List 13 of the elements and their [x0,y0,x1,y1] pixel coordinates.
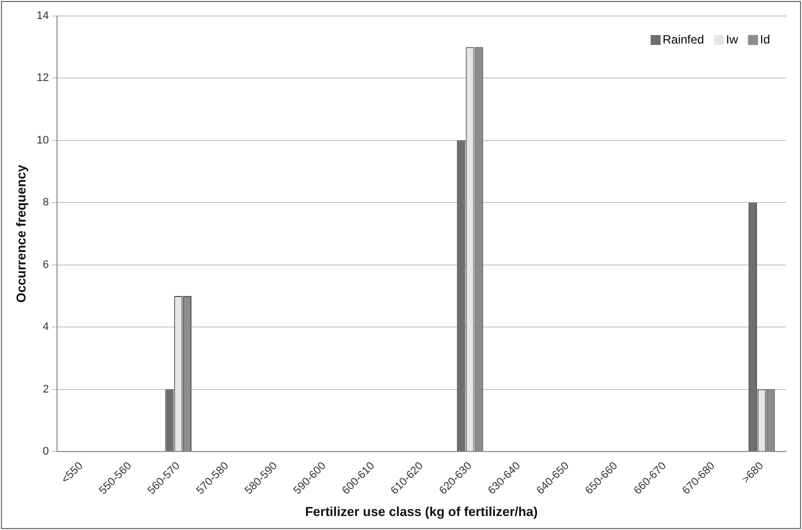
x-axis-title: Fertilizer use class (kg of fertilizer/ha) [305,504,538,519]
y-tick-label: 10 [36,134,49,146]
legend-label: Rainfed [662,32,704,46]
legend-label: Id [760,32,770,46]
y-tick-label: 8 [42,196,49,209]
legend-label: Iw [726,32,738,46]
y-axis-title: Occurrence frequency [13,164,28,303]
y-tick-label: 12 [36,72,49,84]
y-tick-label: 4 [42,321,49,334]
y-tick-label: 0 [42,446,49,458]
y-tick-label: 2 [42,383,49,396]
y-tick-label: 14 [36,10,49,22]
y-tick-label: 6 [42,258,49,271]
